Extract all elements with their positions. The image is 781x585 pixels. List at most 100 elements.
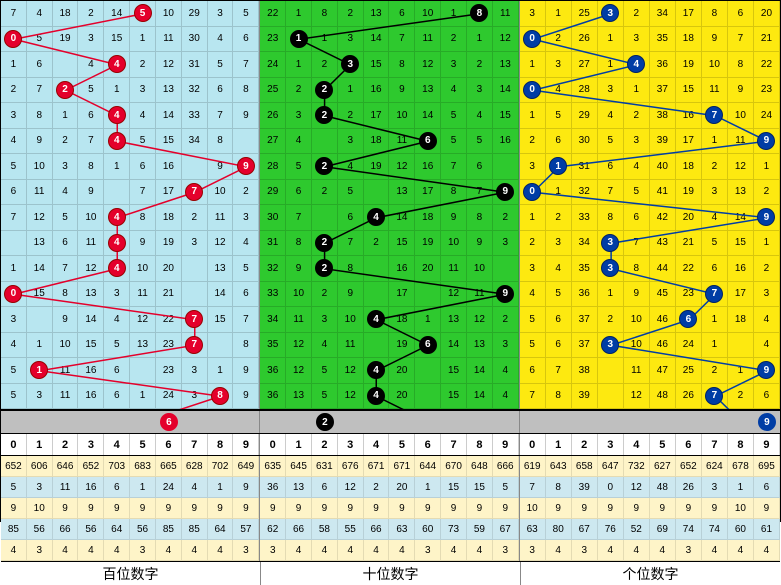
ball: 4 [367,387,385,405]
cell: 3 [130,78,156,104]
cell: 3 [286,103,312,129]
cell: 3 [546,52,572,78]
stat-cell: 628 [182,456,208,477]
cell: 35 [650,27,676,53]
ball: 0 [4,285,22,303]
ball: 7 [705,285,723,303]
cell: 18 [53,1,79,27]
stat-cell: 8 [546,477,572,498]
cell [27,307,53,333]
gray-cell [182,411,208,433]
cell: 1 [520,103,546,129]
cell: 15 [441,358,467,384]
cell: 10 [728,103,754,129]
cell: 11 [78,231,104,257]
cell: 5 [208,52,234,78]
gray-cell [233,411,259,433]
ball: 4 [108,132,126,150]
stat-cell: 74 [702,519,728,540]
cell: 22 [754,52,780,78]
stat-cell: 9 [598,498,624,519]
cell: 12 [78,256,104,282]
cell: 34 [182,129,208,155]
stat-cell: 619 [520,456,546,477]
cell [182,256,208,282]
cell: 1 [754,231,780,257]
cell: 29 [572,103,598,129]
cell: 20 [676,205,702,231]
stat-cell: 3 [260,540,286,561]
cell: 19 [676,180,702,206]
stat-cell: 652 [676,456,702,477]
stat-cell: 9 [130,498,156,519]
cell: 14 [441,333,467,359]
cell [598,358,624,384]
cell: 35 [260,333,286,359]
cell: 30 [260,205,286,231]
header-digit: 0 [1,434,27,455]
cell: 2 [312,231,338,257]
cell: 2 [78,1,104,27]
cell: 20 [754,1,780,27]
cell: 3 [624,27,650,53]
cell: 8 [27,103,53,129]
ball: 3 [601,259,619,277]
cell: 32 [182,78,208,104]
gray-cell [53,411,79,433]
cell: 15 [493,103,519,129]
cell: 2 [467,52,493,78]
cell: 11 [338,333,364,359]
stat-cell: 9 [624,498,650,519]
cell: 1 [27,333,53,359]
header-digit: 4 [104,434,130,455]
cell: 34 [650,1,676,27]
stat-cell: 9 [702,498,728,519]
cell: 16 [156,154,182,180]
cell: 1 [104,78,130,104]
cell: 23 [156,358,182,384]
cell: 8 [286,231,312,257]
ball: 9 [237,157,255,175]
stat-cell: 67 [572,519,598,540]
cell: 10 [441,231,467,257]
cell: 25 [572,1,598,27]
cell: 3 [78,27,104,53]
cell: 1 [286,1,312,27]
cell: 3 [598,256,624,282]
cell: 14 [156,103,182,129]
cell: 5 [312,384,338,410]
cell: 8 [389,52,415,78]
cell: 21 [676,231,702,257]
cell: 26 [676,384,702,410]
cell: 7 [624,231,650,257]
stat-cell: 63 [389,519,415,540]
cell: 15 [156,129,182,155]
cell: 7 [233,52,259,78]
cell: 9 [27,129,53,155]
cell: 7 [728,27,754,53]
cell [415,384,441,410]
cell: 30 [572,129,598,155]
stat-cell: 648 [467,456,493,477]
panel-label: 百位数字 [1,562,261,585]
ball: 9 [757,132,775,150]
cell: 12 [415,52,441,78]
cell: 24 [156,384,182,410]
cell: 13 [208,256,234,282]
cell: 13 [415,78,441,104]
stat-cell: 732 [624,456,650,477]
cell: 9 [78,180,104,206]
ball: 6 [679,310,697,328]
stat-cell: 658 [572,456,598,477]
stat-cell: 4 [312,540,338,561]
cell: 17 [156,180,182,206]
cell: 44 [650,256,676,282]
gray-cell [1,411,27,433]
cell: 14 [415,103,441,129]
cell: 12 [728,154,754,180]
cell: 18 [389,307,415,333]
ball: 1 [290,30,308,48]
cell: 20 [389,358,415,384]
gray-cell [130,411,156,433]
cell: 48 [650,384,676,410]
